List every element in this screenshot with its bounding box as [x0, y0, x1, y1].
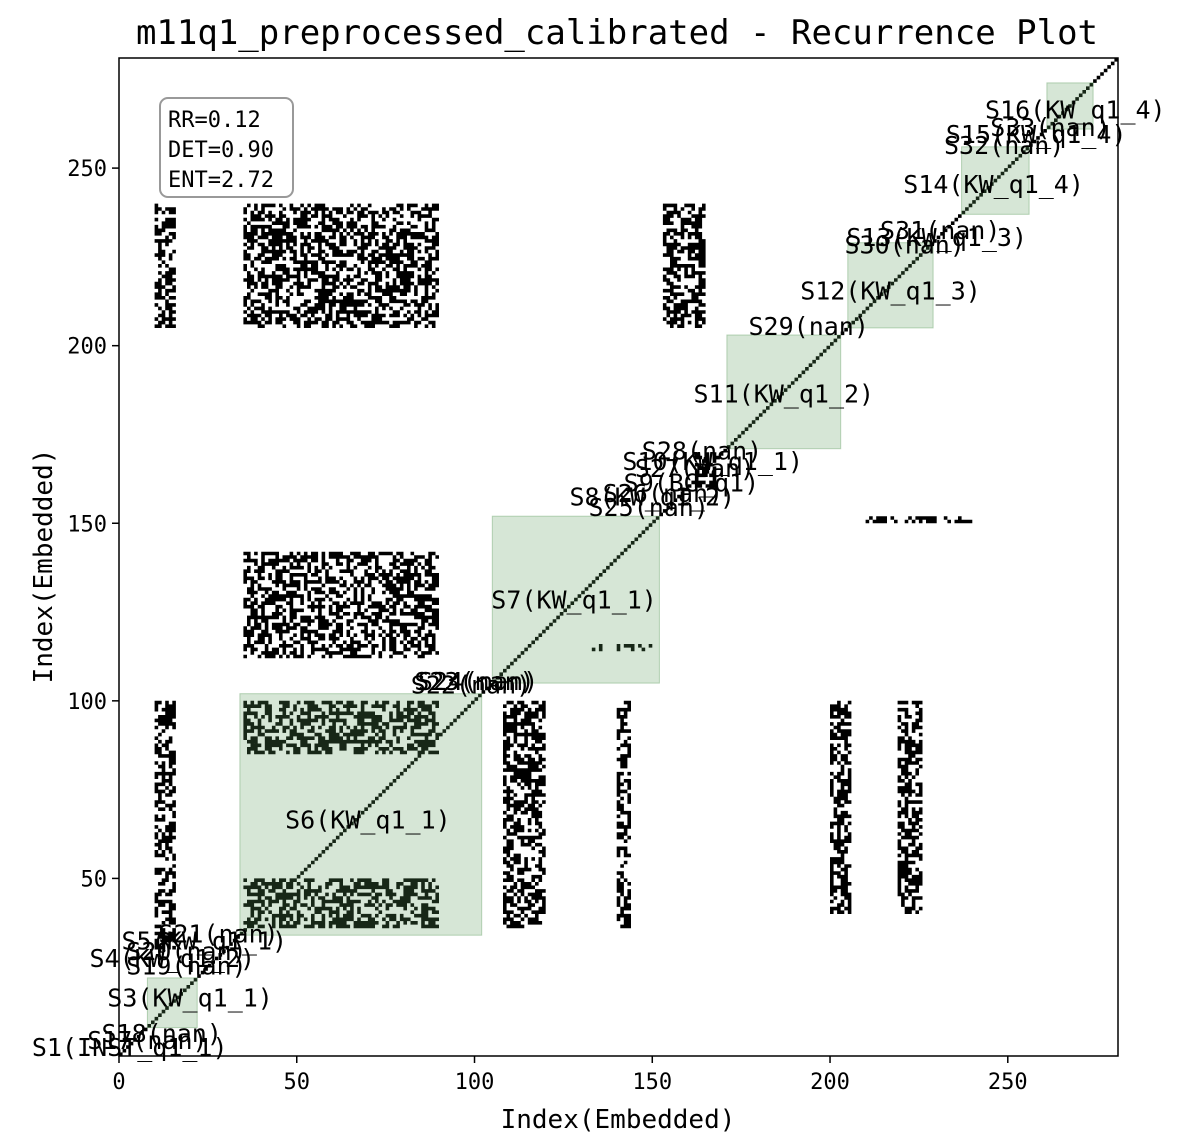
stats-ent: ENT=2.72	[168, 168, 274, 193]
segment-label-31: S15(KW_q1_4)	[946, 120, 1127, 149]
segment-region-3	[491, 515, 660, 684]
segment-label-12: S4(KW_q1_2)	[90, 944, 256, 973]
x-tick-label-0: 0	[112, 1070, 125, 1095]
segment-label-32: S33(nan)	[990, 113, 1110, 142]
stats-box-frame	[159, 97, 294, 198]
segment-label-3: S7(KW_q1_1)	[491, 586, 657, 615]
x-tick-label-50: 50	[284, 1070, 311, 1095]
segment-label-9: S17(nan)	[87, 1026, 207, 1055]
segment-label-17: S23(nan)	[414, 667, 534, 696]
segment-region-1	[146, 977, 198, 1029]
segment-label-10: S18(nan)	[101, 1019, 221, 1048]
segment-label-19: S25(nan)	[588, 493, 708, 522]
recurrence-cells	[119, 58, 1118, 1056]
segment-label-27: S13(KW_q1_3)	[846, 223, 1027, 252]
segment-region-4	[726, 334, 842, 450]
y-tick-label-250: 250	[67, 157, 107, 182]
segment-label-2: S6(KW_q1_1)	[285, 806, 451, 835]
segment-regions	[146, 82, 1094, 1029]
segment-label-24: S10(KW_q1_1)	[622, 447, 803, 476]
segment-label-7: S16(KW_q1_4)	[985, 95, 1166, 124]
segment-label-13: S20(nan)	[126, 937, 246, 966]
y-tick-label-50: 50	[81, 867, 108, 892]
segment-label-26: S29(nan)	[748, 312, 868, 341]
segment-label-30: S32(nan)	[944, 131, 1064, 160]
stats-box: RR=0.12 DET=0.90 ENT=2.72	[159, 97, 294, 198]
segment-label-18: S24(nan)	[418, 667, 538, 696]
segment-label-20: S8(KW_q1_2)	[570, 483, 736, 512]
segment-region-2	[239, 693, 483, 936]
segment-label-29: S31(nan)	[880, 216, 1000, 245]
segment-labels: S3(KW_q1_1) S6(KW_q1_1) S7(KW_q1_1) S11(KW_…	[32, 95, 1166, 1062]
stats-det: DET=0.90	[168, 138, 274, 163]
y-tick-label-200: 200	[67, 335, 107, 360]
segment-label-1: S3(KW_q1_1)	[107, 983, 273, 1012]
segment-label-11: S19(nan)	[126, 951, 246, 980]
segment-label-15: S21(nan)	[158, 919, 278, 948]
segment-region-7	[1046, 82, 1094, 130]
y-axis-label: Index(Embedded)	[29, 449, 59, 684]
x-axis-ticks: 0 50 100 150 200 250	[112, 1056, 1028, 1095]
y-tick-label-100: 100	[67, 690, 107, 715]
segment-label-25: S28(nan)	[642, 436, 762, 465]
segment-label-5: S12(KW_q1_3)	[800, 277, 981, 306]
y-tick-label-150: 150	[67, 512, 107, 537]
x-tick-label-150: 150	[632, 1070, 672, 1095]
chart-title: m11q1_preprocessed_calibrated - Recurren…	[136, 13, 1098, 53]
segment-label-23: S27(nan)	[635, 454, 755, 483]
stats-rr: RR=0.12	[168, 108, 261, 133]
segment-label-14: S5(KW_q1_1)	[122, 927, 288, 956]
segment-label-4: S11(KW_q1_2)	[693, 380, 874, 409]
segment-region-6	[961, 146, 1030, 215]
x-tick-label-200: 200	[810, 1070, 850, 1095]
segment-label-28: S30(nan)	[844, 230, 964, 259]
recurrence-points	[119, 58, 1118, 1056]
segment-label-21: S26(nan)	[603, 479, 723, 508]
segment-label-16: S22(nan)	[411, 671, 531, 700]
x-axis-label: Index(Embedded)	[501, 1105, 736, 1135]
segment-label-8: S1(INST_q1_1)	[32, 1033, 228, 1062]
plot-frame	[118, 57, 1119, 1057]
y-axis-ticks: 50 100 150 200 250	[67, 157, 119, 892]
x-tick-label-100: 100	[455, 1070, 495, 1095]
segment-label-22: S9(BG_q1)	[624, 468, 759, 497]
segment-region-5	[847, 242, 934, 329]
x-tick-label-250: 250	[988, 1070, 1028, 1095]
segment-label-6: S14(KW_q1_4)	[903, 170, 1084, 199]
